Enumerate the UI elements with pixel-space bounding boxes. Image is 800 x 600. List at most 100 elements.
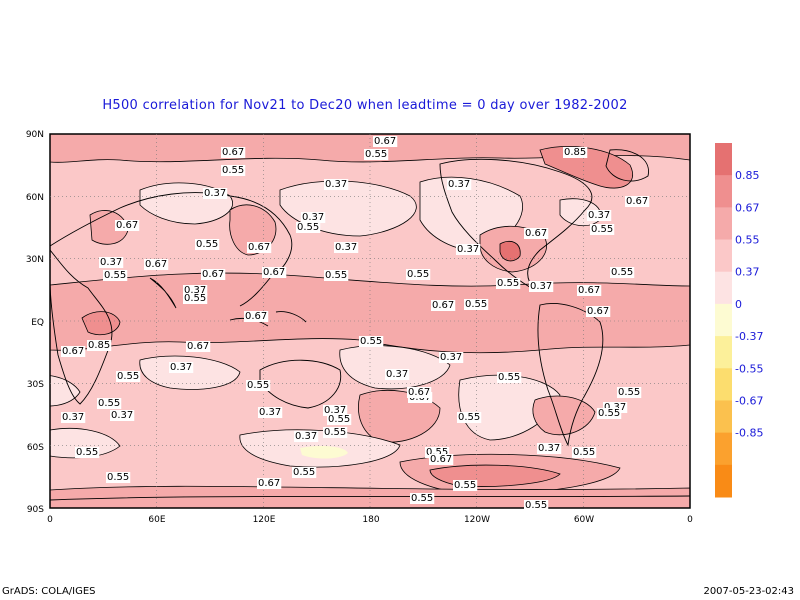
contour-label: 0.37 [170,362,192,373]
lat-tick-label: 30N [26,255,44,265]
contour-label-bg [257,478,282,489]
contour-label: 0.55 [458,412,480,423]
contour-label: 0.37 [62,412,84,423]
contour-label-bg [603,402,628,413]
contour-label-bg [364,149,389,160]
contour-label-bg [524,228,549,239]
field-037-south-far [50,427,121,459]
contour-label-bg [385,369,410,380]
field-neg-southern-ocean [300,445,348,459]
contour-label-bg [457,412,482,423]
legend-label: -0.37 [735,330,763,343]
contour-label-bg [186,341,211,352]
contour-label-bg [115,220,140,231]
lon-tick-label: 0 [687,515,693,525]
contour-label: 0.55 [573,447,595,458]
contour-label-bg [464,299,489,310]
contour-label-bg [183,293,208,304]
field-085-atlantic [499,240,521,262]
contour-label: 0.67 [145,259,167,270]
legend-label: 0.55 [735,234,760,247]
contour-label-bg [144,259,169,270]
contour-label-bg [324,179,349,190]
contour-label: 0.55 [107,472,129,483]
contour-label-bg [563,147,588,158]
contour-label-bg [447,179,472,190]
contour-label-bg [97,398,122,409]
coastlines [50,149,690,501]
contour-label-bg [453,480,478,491]
contour-label: 0.55 [497,278,519,289]
legend-swatch [715,464,732,498]
contour-label-bg [590,224,615,235]
contour-label-bg [334,242,359,253]
contour-label-bg [625,196,650,207]
legend-label: -0.55 [735,362,763,375]
contour-label-bg [324,270,349,281]
contour-label: 0.55 [454,480,476,491]
contour-label: 0.55 [360,336,382,347]
contour-label: 0.37 [538,443,560,454]
contour-label-bg [373,136,398,147]
contour-label: 0.55 [297,222,319,233]
contour-label: 0.55 [618,387,640,398]
contour-label-bg [572,447,597,458]
contour-label: 0.37 [100,257,122,268]
contour-label: 0.55 [222,165,244,176]
contour-label: 0.67 [430,454,452,465]
contour-label: 0.37 [325,179,347,190]
contour-label: 0.55 [598,408,620,419]
contour-label: 0.55 [293,467,315,478]
contour-label-bg [106,472,131,483]
contour-label-bg [587,210,612,221]
contour-label-bg [359,336,384,347]
legend-label: 0.37 [735,266,760,279]
contour-label: 0.67 [248,242,270,253]
lon-axis-labels: 0 60E 120E 180 120W 60W 0 [47,515,693,525]
field-067-south-pacific [358,390,441,443]
coast-north-america [439,158,593,291]
contour-label-bg [586,306,611,317]
legend-label: -0.67 [735,394,763,407]
contour-label: 0.67 [222,147,244,158]
contour-label-bg [577,285,602,296]
contour-label-bg [87,340,112,351]
contour-label: 0.55 [325,270,347,281]
contour-label: 0.67 [263,267,285,278]
coast-greenland [605,149,649,182]
contour-label-bg [439,352,464,363]
contour-label: 0.37 [111,410,133,421]
contour-label-bg [258,407,283,418]
contour-label-bg [610,267,635,278]
contour-label: 0.37 [184,285,206,296]
lon-tick-label: 180 [362,515,379,525]
contour-label: 0.37 [604,402,626,413]
contour-label: 0.55 [498,372,520,383]
legend-label: 0.85 [735,169,760,182]
coast-india [149,277,177,309]
legend-swatch [715,271,732,305]
contour-label: 0.55 [465,299,487,310]
color-legend: 0.85 0.67 0.55 0.37 0 -0.37 -0.55 -0.67 -0.85 [715,143,763,498]
lon-tick-label: 60W [574,515,594,525]
contour-label: 0.37 [204,188,226,199]
contour-labels: 0.67 0.55 0.85 0.67 0.55 0.37 0.37 0.37 … [61,136,650,491]
contour-label: 0.37 [295,431,317,442]
contour-label-bg [617,387,642,398]
contour-label-bg [195,239,220,250]
contour-label-bg [262,267,287,278]
contour-label: 0.85 [564,147,586,158]
contour-label-bg [406,269,431,280]
coast-south-america [537,303,604,447]
contour-label: 0.55 [365,149,387,160]
contour-label: 0.67 [408,387,430,398]
contour-label: 0.67 [245,311,267,322]
legend-swatch [715,175,732,208]
contour-label: 0.55 [76,447,98,458]
contour-label: 0.37 [457,244,479,255]
lat-axis-labels: 90N 60N 30N EQ 30S 60S 90S [26,130,44,515]
lon-tick-label: 0 [47,515,53,525]
contour-label-bg [75,447,100,458]
contour-label: 0.55 [328,414,350,425]
